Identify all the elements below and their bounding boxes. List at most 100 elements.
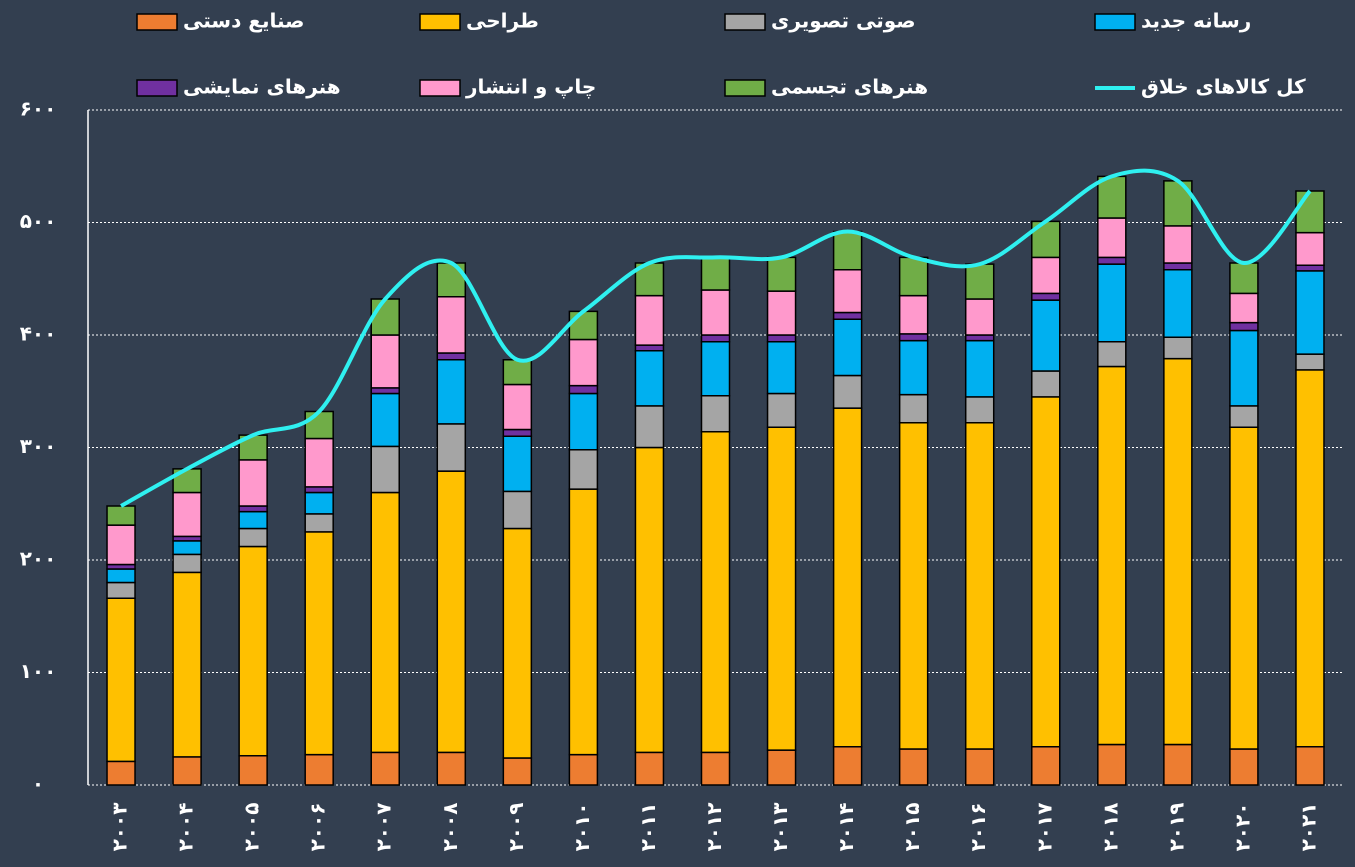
bar-segment <box>1229 262 1259 295</box>
bar-segment <box>1097 263 1127 343</box>
bar-segment <box>1295 264 1325 272</box>
bar-segment <box>1031 746 1061 786</box>
bar-segment <box>238 527 268 548</box>
bar-segment <box>898 333 929 342</box>
legend-swatch <box>1094 13 1136 31</box>
bar-segment <box>568 392 599 451</box>
bar-segment <box>172 756 202 786</box>
bar-segment <box>502 757 533 786</box>
x-tick-label: ۲۰۱۸ <box>1098 803 1122 852</box>
bar-segment <box>1295 353 1325 371</box>
legend-label: رسانه جدید <box>1141 9 1251 33</box>
bar-segment <box>1295 231 1325 266</box>
bar-segment <box>304 410 334 440</box>
bar-segment <box>568 449 599 490</box>
bar-segment <box>832 318 863 377</box>
bar-segment <box>238 505 268 513</box>
bar-segment <box>1097 365 1127 746</box>
bar-segment <box>1097 341 1127 368</box>
bar-segment <box>898 748 929 786</box>
bar-segment <box>172 540 202 556</box>
bar-segment <box>370 392 400 448</box>
y-tick-label: ۵۰۰ <box>20 209 57 233</box>
bar-segment <box>1229 748 1259 786</box>
x-tick-label: ۲۰۲۱ <box>1296 803 1320 852</box>
bar-segment <box>766 341 797 395</box>
bar-segment <box>370 751 400 786</box>
legend-swatch <box>724 79 766 97</box>
x-tick-label: ۲۰۱۴ <box>834 803 858 852</box>
bar-segment <box>832 374 863 409</box>
legend-swatch <box>419 13 461 31</box>
legend-swatch <box>136 79 178 97</box>
bar-segment <box>1229 405 1259 428</box>
legend-label: صنایع دستی <box>183 9 304 33</box>
bar-segment <box>1163 743 1193 786</box>
bar-segment <box>766 426 797 751</box>
legend-label: چاپ و انتشار <box>465 75 596 100</box>
bar-segment <box>172 491 202 538</box>
bar-segment <box>1163 269 1193 338</box>
bar-segment <box>634 751 665 786</box>
bar-segment <box>502 359 533 386</box>
bar-segment <box>898 339 929 396</box>
legend-label: صوتی تصویری <box>771 9 916 33</box>
bar-segment <box>106 597 136 763</box>
x-tick-label: ۲۰۱۵ <box>900 803 924 852</box>
bar-segment <box>1229 426 1259 750</box>
y-tick-label: ۳۰۰ <box>20 434 57 458</box>
bar-segment <box>964 334 995 342</box>
bar-segment <box>1097 217 1127 259</box>
bar-segment <box>502 527 533 759</box>
bar-segment <box>304 491 334 515</box>
x-tick-label: ۲۰۰۶ <box>306 803 330 852</box>
bar-segment <box>700 256 731 291</box>
bar-segment <box>436 359 467 425</box>
bar-segment <box>634 405 665 449</box>
bar-segment <box>898 294 929 335</box>
bar-segment <box>568 488 599 756</box>
x-tick-label: ۲۰۱۲ <box>702 803 726 852</box>
bar-segment <box>106 505 136 526</box>
bar-segment <box>700 289 731 336</box>
bar-segment <box>370 334 400 389</box>
bar-segment <box>436 470 467 754</box>
bar-segment <box>832 746 863 786</box>
legend-label: کل کالاهای خلاق <box>1141 75 1306 99</box>
x-tick-label: ۲۰۰۴ <box>174 803 198 852</box>
bar-segment <box>832 230 863 271</box>
x-tick-label: ۲۰۰۸ <box>438 803 462 852</box>
bar-segment <box>964 748 995 786</box>
bar-segment <box>766 290 797 336</box>
bar-segment <box>1295 270 1325 355</box>
bar-segment <box>1295 190 1325 234</box>
bar-segment <box>1097 256 1127 265</box>
bar-segment <box>700 751 731 786</box>
bar-segment <box>370 491 400 754</box>
bar-segment <box>568 753 599 786</box>
bar-segment <box>568 310 599 341</box>
bar-segment <box>1295 369 1325 748</box>
legend-swatch <box>724 13 766 31</box>
bar-segment <box>238 510 268 530</box>
bar-segment <box>700 341 731 397</box>
bar-segment <box>370 445 400 494</box>
bar-segment <box>964 422 995 750</box>
bar-segment <box>304 486 334 494</box>
bar-segment <box>304 531 334 756</box>
x-tick-label: ۲۰۰۷ <box>372 803 396 852</box>
bar-segment <box>832 311 863 320</box>
bar-segment <box>502 428 533 437</box>
bar-segment <box>370 387 400 395</box>
bar-segment <box>106 581 136 599</box>
bar-segment <box>634 446 665 754</box>
total-line <box>120 168 1312 508</box>
bar-segment <box>766 392 797 428</box>
bar-segment <box>1229 292 1259 324</box>
bar-segment <box>304 513 334 533</box>
bar-segment <box>106 568 136 584</box>
y-tick-label: ۴۰۰ <box>20 322 57 346</box>
x-tick-label: ۲۰۱۶ <box>966 803 990 852</box>
